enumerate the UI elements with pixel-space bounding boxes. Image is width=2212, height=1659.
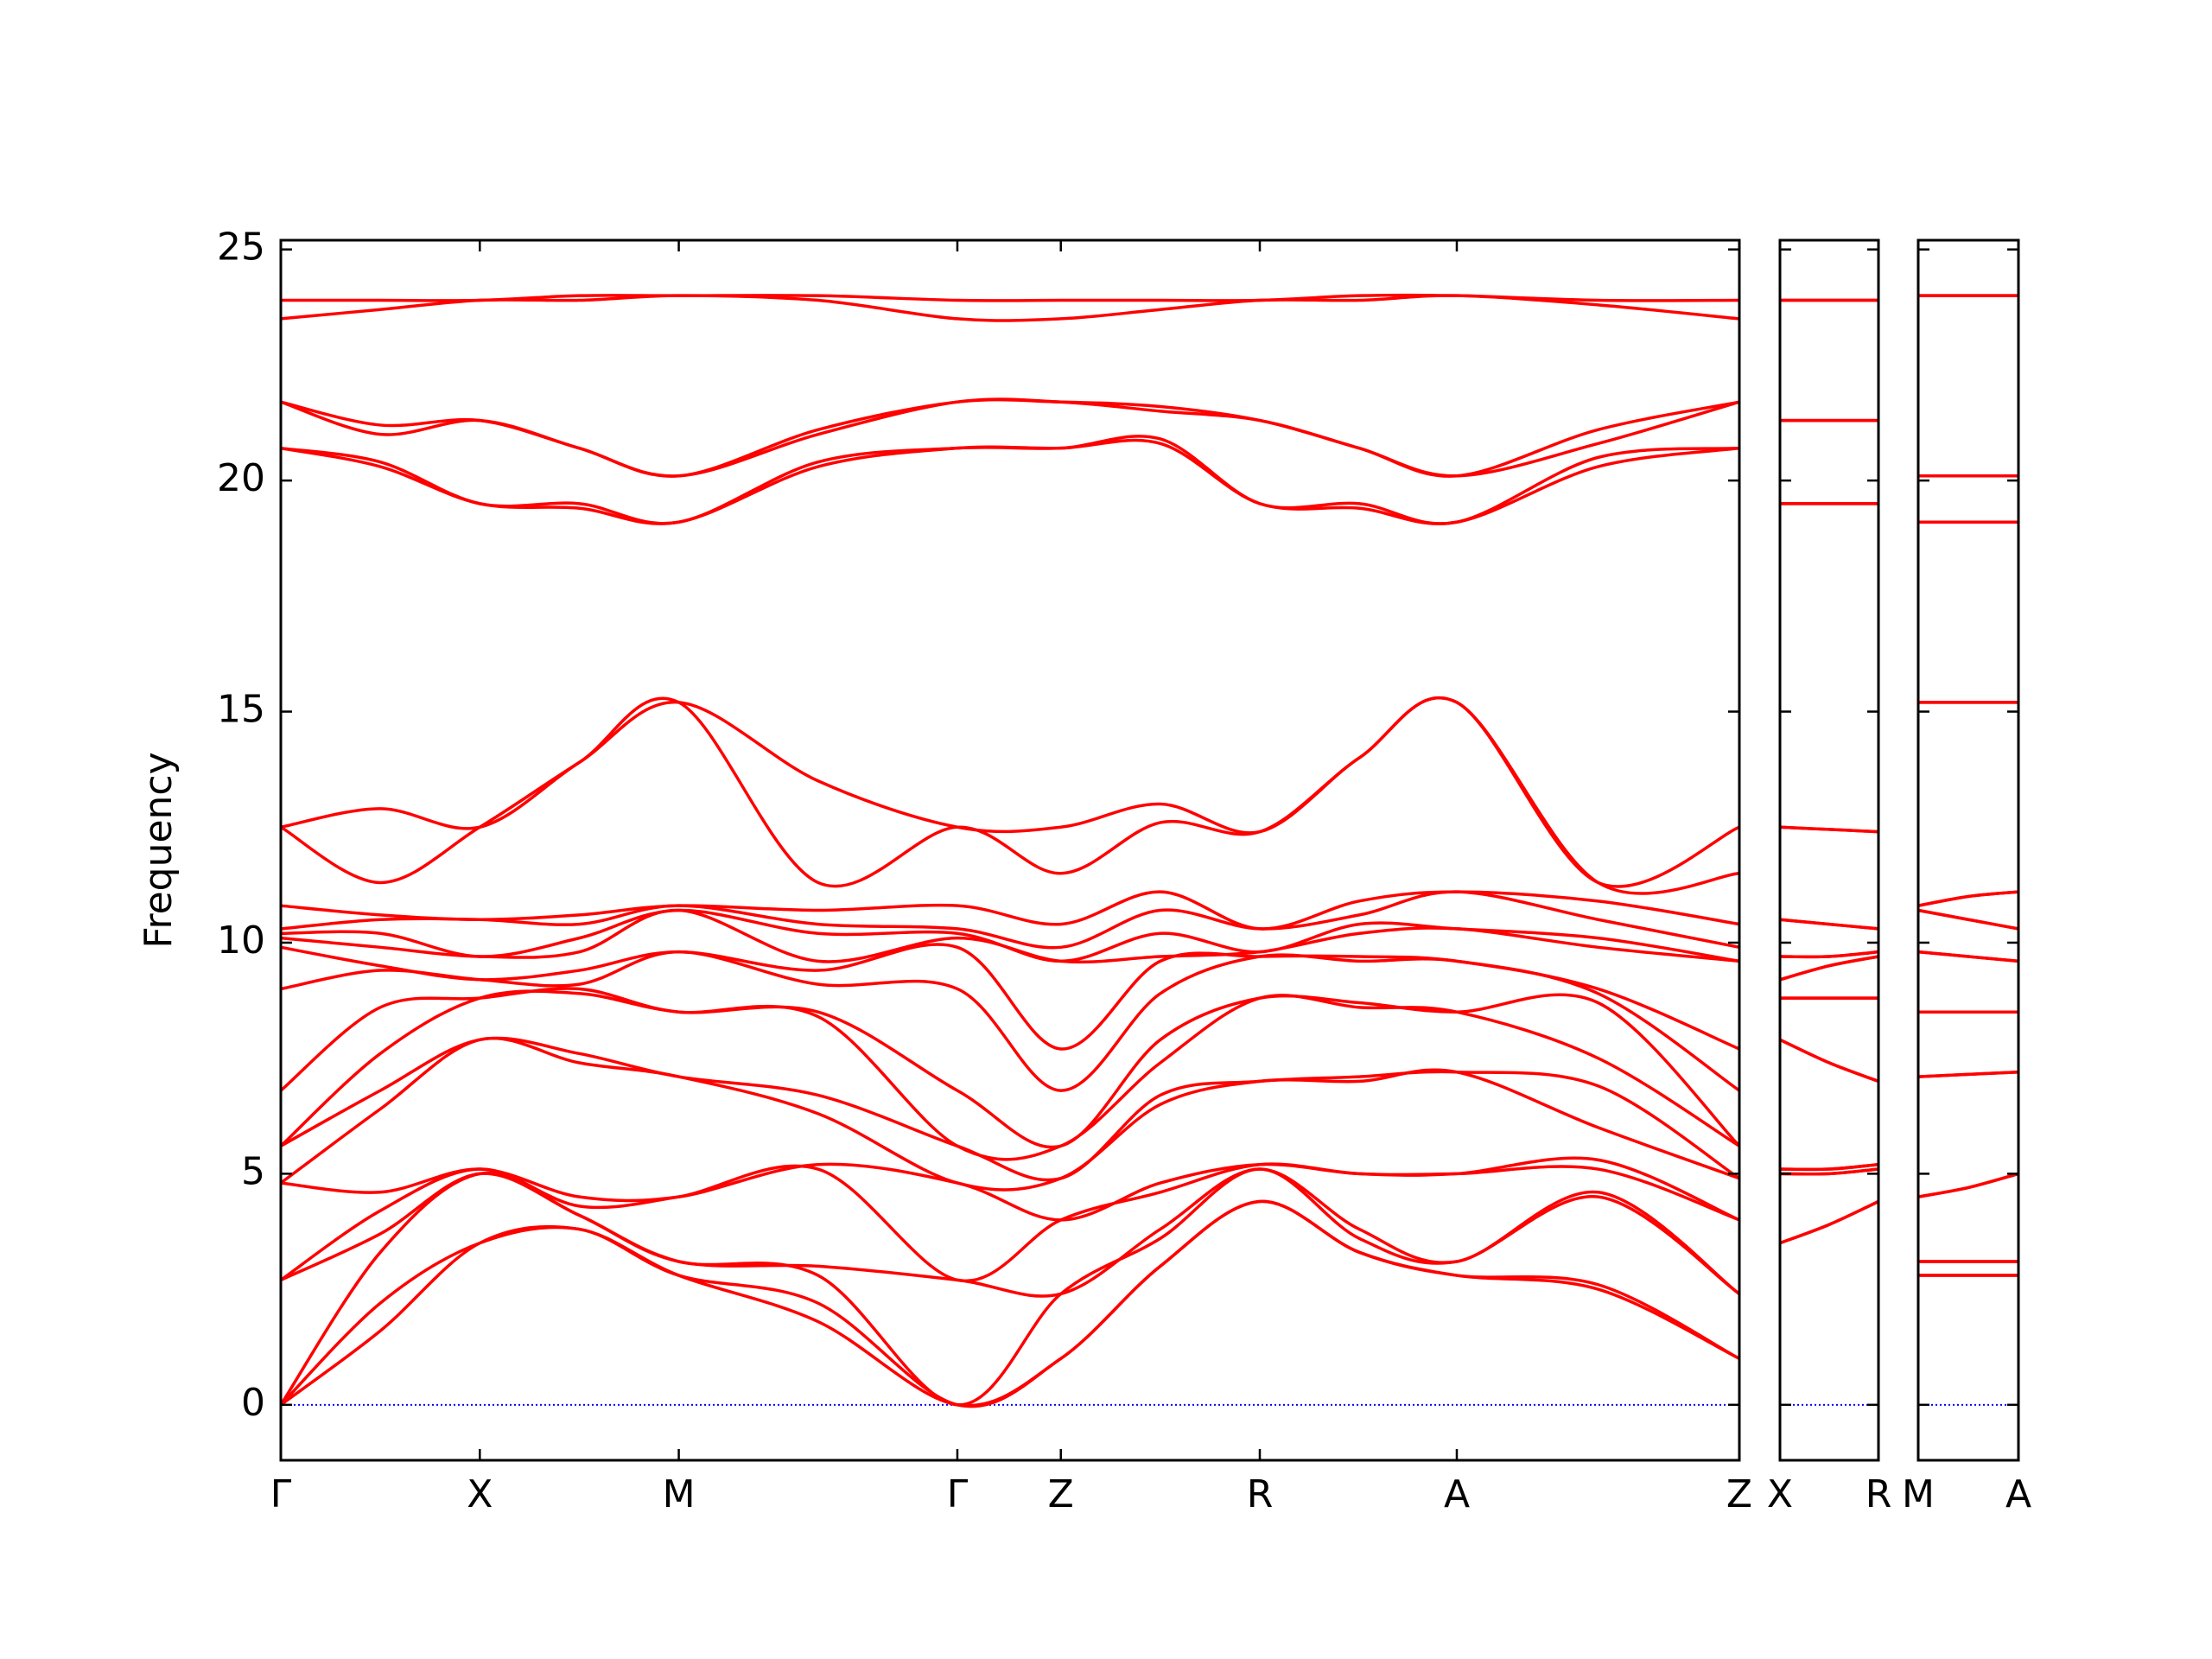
x-tick-label: M [1902, 1472, 1935, 1516]
band-line [280, 1156, 1740, 1222]
x-tick-label: Z [1048, 1472, 1074, 1516]
y-tick-label: 5 [241, 1149, 265, 1193]
band-line [1779, 825, 1879, 834]
band-line [1779, 1038, 1879, 1084]
band-line [280, 696, 1740, 895]
y-axis-label: Frequency [137, 752, 181, 948]
x-tick-label: A [1444, 1472, 1470, 1516]
y-tick-label: 15 [217, 688, 265, 732]
plot-frame [279, 238, 1741, 1462]
band-line [1917, 908, 2019, 931]
band-line [279, 1162, 1740, 1283]
band-line [280, 1167, 1741, 1298]
plot-frame [1778, 238, 1880, 1462]
band-line [1779, 950, 1879, 959]
band-line [1779, 1199, 1879, 1245]
band-line [279, 989, 1740, 1161]
band-line [1917, 890, 2019, 907]
band-line [280, 943, 1740, 1051]
band-line [280, 397, 1740, 478]
y-tick-label: 20 [217, 456, 265, 500]
x-tick-label: X [1767, 1472, 1793, 1516]
band-line [1917, 950, 2019, 963]
band-line [1917, 1172, 2019, 1198]
band-line [1779, 1162, 1879, 1172]
band-line [1779, 955, 1879, 982]
y-tick-label: 10 [217, 918, 265, 963]
x-tick-label: R [1866, 1472, 1892, 1516]
band-line [279, 1199, 1740, 1408]
x-tick-label: M [663, 1472, 696, 1516]
band-line [280, 696, 1740, 888]
x-tick-label: Γ [947, 1472, 969, 1516]
band-line [280, 890, 1740, 931]
x-tick-label: Γ [270, 1472, 292, 1516]
band-line [279, 1036, 1740, 1192]
x-tick-label: A [2005, 1472, 2031, 1516]
x-tick-label: Z [1726, 1472, 1752, 1516]
band-line [279, 987, 1741, 1149]
band-line [281, 293, 1740, 302]
band-line [280, 908, 1740, 963]
x-tick-label: X [467, 1472, 493, 1516]
x-tick-label: R [1247, 1472, 1274, 1516]
band-line [280, 397, 1740, 478]
plot-frame [1916, 238, 2020, 1462]
band-line [1779, 918, 1879, 931]
band-line [280, 1036, 1740, 1182]
band-line [280, 435, 1740, 525]
band-line [279, 1199, 1740, 1408]
band-line [1917, 1070, 2019, 1078]
y-tick-label: 25 [217, 226, 265, 270]
y-tick-label: 0 [241, 1381, 265, 1425]
band-line [280, 950, 1740, 1092]
band-line [280, 438, 1740, 525]
